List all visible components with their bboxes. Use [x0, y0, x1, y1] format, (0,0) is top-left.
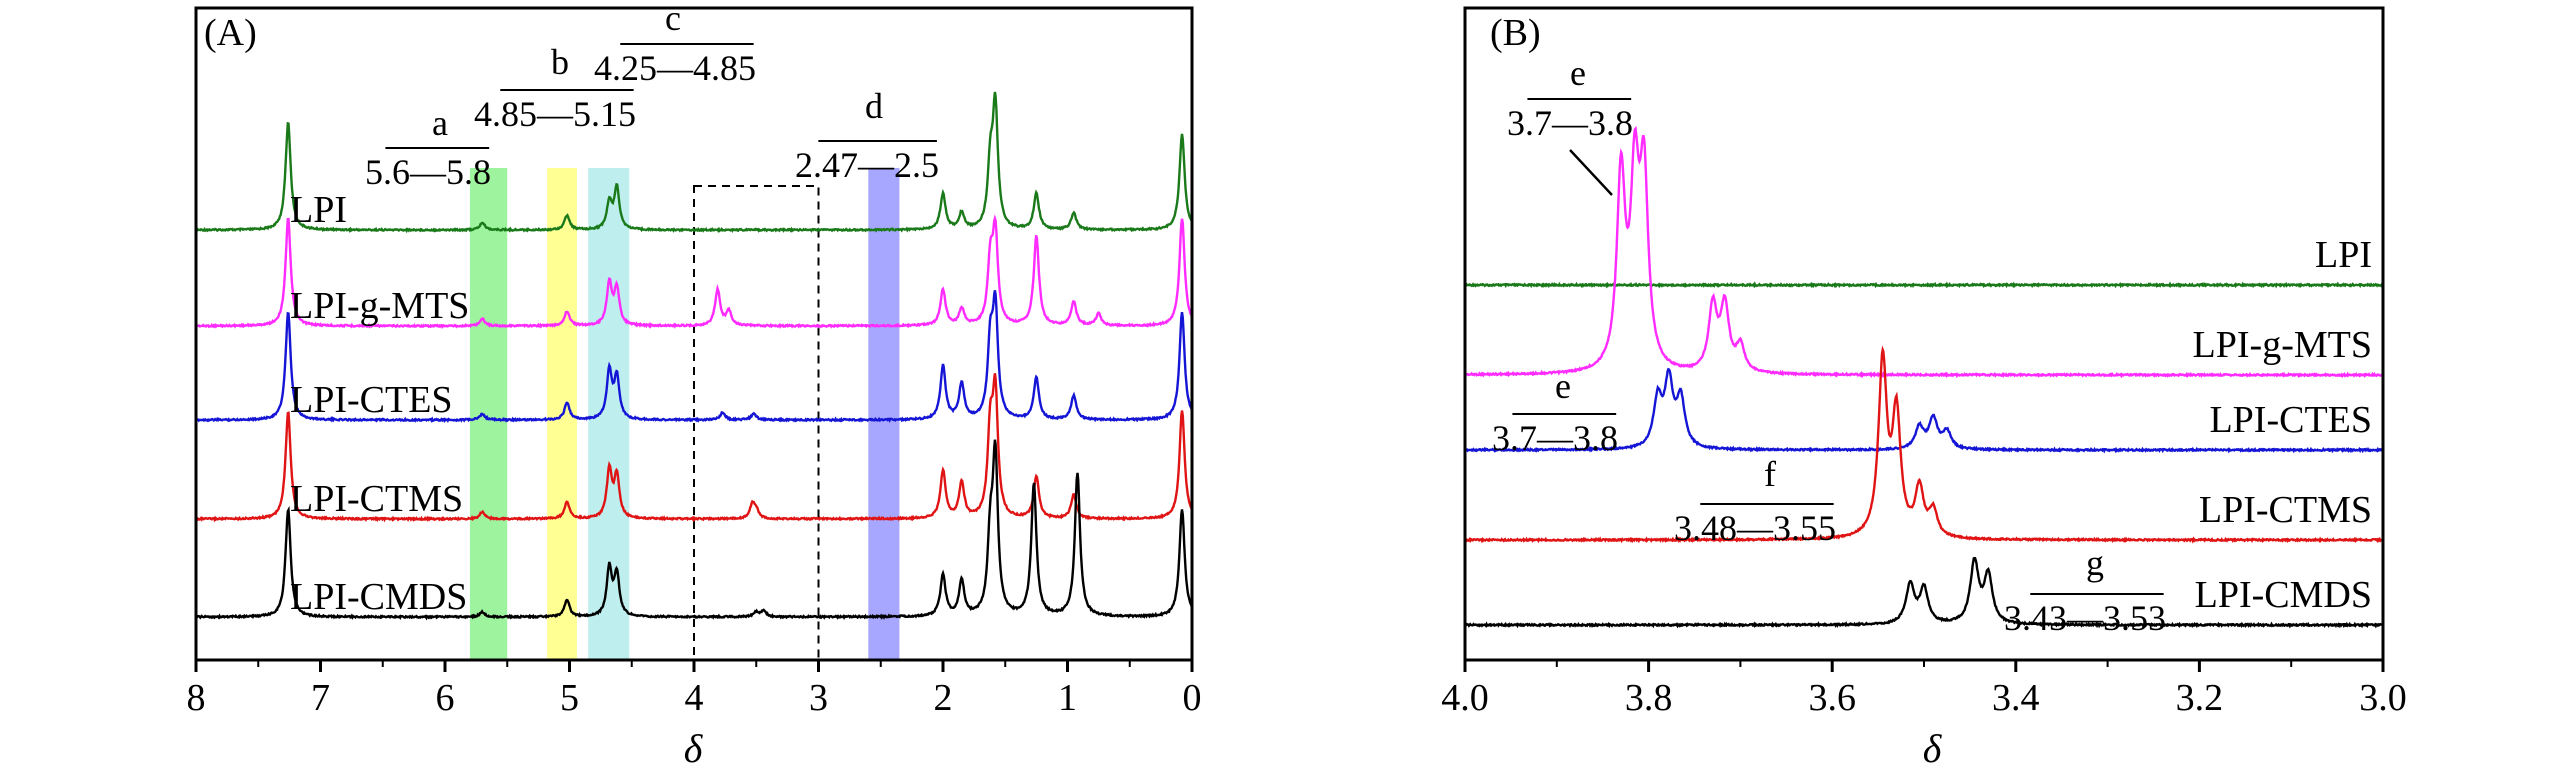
region-d-letter: d	[865, 86, 883, 126]
panel-a-label: (A)	[204, 12, 257, 54]
x-tick-label: 3	[809, 677, 828, 719]
region-g-lpi-cmds-range: 3.43—3.53	[2004, 598, 2166, 638]
x-tick-label: 3.4	[1992, 677, 2040, 719]
series-label-lpi-cmds: LPI-CMDS	[2195, 574, 2372, 616]
region-g-lpi-cmds-letter: g	[2086, 543, 2104, 583]
panel-b-annotations: e 3.7—3.8 e 3.7—3.8 f 3.48—3.55 g 3.43—3.53	[1492, 53, 2166, 638]
x-tick-label: 2	[934, 677, 953, 719]
panel-b-label: (B)	[1490, 12, 1541, 54]
region-c-range: 4.25—4.85	[594, 48, 756, 88]
series-label-lpi-g-mts: LPI-g-MTS	[290, 285, 469, 327]
x-tick-label: 3.8	[1625, 677, 1673, 719]
panel-b-series: LPI LPI-g-MTS LPI-CTES LPI-CTMS LPI-CMDS	[1463, 125, 2385, 629]
series-line-lpi-cmds	[195, 439, 1194, 621]
region-e-lpi-g-mts-range: 3.7—3.8	[1507, 103, 1633, 143]
region-a-band	[469, 168, 508, 660]
region-a-range: 5.6—5.8	[365, 152, 491, 192]
region-d-band	[868, 168, 900, 660]
annotation-e-leader	[1569, 149, 1613, 196]
panel-b-x-ticks: 4.0 3.8 3.6 3.4 3.2 3.0	[1441, 660, 2407, 719]
x-tick-label: 3.2	[2176, 677, 2224, 719]
series-label-lpi-cmds: LPI-CMDS	[290, 576, 467, 618]
series-line-lpi-ctes	[1464, 367, 2384, 454]
region-c-band	[588, 168, 630, 660]
x-tick-label: 5	[560, 677, 579, 719]
series-line-lpi	[1463, 281, 2384, 289]
panel-b: LPI LPI-g-MTS LPI-CTES LPI-CTMS LPI-CMDS 4.0…	[1441, 6, 2407, 771]
series-line-lpi-cmds	[1464, 556, 2385, 629]
x-tick-label: 8	[187, 677, 206, 719]
x-tick-label: 4	[685, 677, 704, 719]
region-e-lpi-ctes-letter: e	[1555, 366, 1571, 406]
series-line-lpi-g-mts	[195, 214, 1193, 330]
region-f-lpi-ctms-letter: f	[1764, 454, 1776, 494]
x-tick-label: 1	[1058, 677, 1077, 719]
series-line-lpi	[194, 91, 1193, 234]
series-label-lpi-ctms: LPI-CTMS	[290, 478, 463, 520]
panel-a-frame	[194, 6, 1194, 662]
region-f-lpi-ctms-range: 3.48—3.55	[1674, 508, 1836, 548]
panel-a: LPI LPI-g-MTS LPI-CTES LPI-CTMS LPI-CMDS 8 7 6…	[187, 0, 1202, 771]
series-label-lpi-ctes: LPI-CTES	[2209, 399, 2372, 441]
x-tick-label: 3.6	[1808, 677, 1856, 719]
panel-a-x-ticks: 8 7 6 5 4 3 2 1 0	[187, 660, 1202, 719]
region-e-lpi-ctes-range: 3.7—3.8	[1492, 418, 1618, 458]
panel-a-x-axis-title: δ	[684, 726, 704, 771]
panel-a-dashed-box	[693, 185, 820, 661]
panel-a-annotations: a 5.6—5.8 b 4.85—5.15 c 4.25—4.85 d 2.47—2.5	[365, 0, 939, 192]
series-line-lpi-ctms	[1464, 345, 2384, 544]
x-tick-label: 4.0	[1441, 677, 1489, 719]
region-d-range: 2.47—2.5	[795, 145, 939, 185]
series-label-lpi-g-mts: LPI-g-MTS	[2193, 324, 2372, 366]
region-a-letter: a	[432, 103, 448, 143]
series-label-lpi: LPI	[2315, 234, 2372, 276]
series-line-lpi-g-mts	[1464, 125, 2384, 379]
series-line-lpi-ctms	[195, 373, 1194, 523]
region-b-letter: b	[551, 42, 569, 82]
x-tick-label: 6	[436, 677, 455, 719]
x-tick-label: 3.0	[2359, 677, 2407, 719]
region-e-lpi-g-mts-letter: e	[1570, 53, 1586, 93]
region-b-range: 4.85—5.15	[474, 94, 636, 134]
series-label-lpi-ctes: LPI-CTES	[290, 379, 453, 421]
panel-a-regions	[469, 168, 900, 660]
panel-a-series: LPI LPI-g-MTS LPI-CTES LPI-CTMS LPI-CMDS	[194, 91, 1194, 621]
series-label-lpi-ctms: LPI-CTMS	[2199, 489, 2372, 531]
region-c-letter: c	[665, 0, 681, 38]
series-line-lpi-ctes	[195, 290, 1194, 424]
panel-b-x-axis-title: δ	[1923, 726, 1943, 771]
x-tick-label: 7	[311, 677, 330, 719]
x-tick-label: 0	[1183, 677, 1202, 719]
series-label-lpi: LPI	[290, 189, 347, 231]
